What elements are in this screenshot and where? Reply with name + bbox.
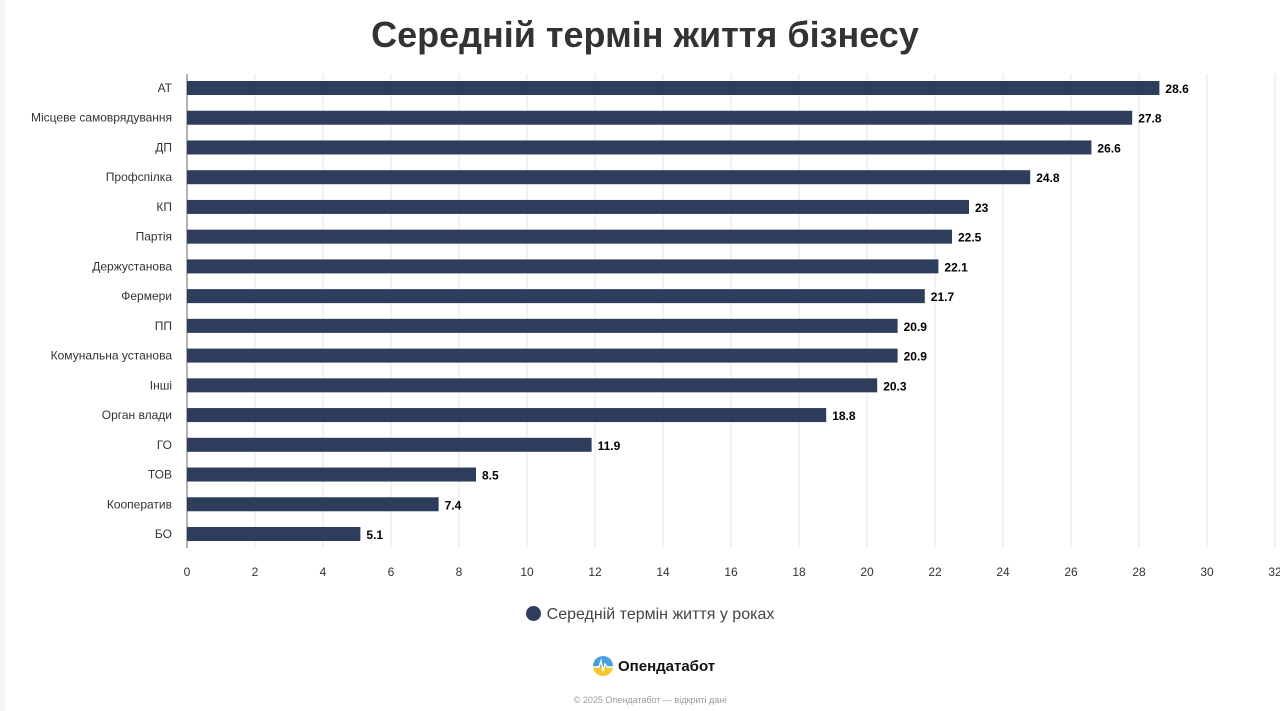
opendatabot-logo-icon: [593, 656, 613, 676]
bar: [187, 259, 939, 274]
x-tick-label: 0: [184, 565, 191, 579]
data-label: 8.5: [482, 469, 499, 483]
data-label: 26.6: [1097, 141, 1121, 155]
y-tick-label: ПП: [155, 319, 172, 333]
x-tick-label: 20: [860, 565, 874, 579]
data-label: 22.5: [958, 231, 982, 245]
y-tick-label: ГО: [157, 438, 172, 452]
bar: [187, 199, 969, 214]
footer-copyright: © 2025 Опендатабот — відкриті дані: [573, 695, 727, 705]
bar: [187, 81, 1160, 95]
data-label: 20.9: [904, 320, 928, 334]
bar: [187, 289, 925, 304]
y-tick-label: Інші: [150, 378, 172, 392]
data-label: 27.8: [1138, 112, 1162, 126]
bar: [187, 229, 952, 244]
y-tick-label: АТ: [158, 81, 173, 95]
data-label: 5.1: [366, 528, 383, 542]
bar: [187, 348, 898, 363]
x-tick-label: 8: [456, 565, 463, 579]
data-label: 20.3: [883, 379, 907, 393]
data-label: 24.8: [1036, 171, 1060, 185]
y-tick-label: Орган влади: [102, 408, 172, 422]
data-label: 11.9: [598, 439, 621, 453]
data-label: 21.7: [931, 290, 955, 304]
legend-label: Середній термін життя у роках: [546, 606, 775, 623]
chart-title: Середній термін життя бізнесу: [371, 14, 919, 55]
x-tick-label: 2: [252, 565, 259, 579]
bar: [187, 408, 827, 423]
x-tick-label: 32: [1268, 565, 1280, 579]
y-tick-label: БО: [155, 527, 172, 541]
x-tick-label: 4: [320, 565, 327, 579]
x-tick-label: 12: [588, 565, 602, 579]
bar-chart: 02468101214161820222426283032АТ28.6Місце…: [31, 74, 1280, 579]
bar: [187, 110, 1133, 125]
y-tick-label: Комунальна установа: [51, 349, 173, 363]
y-tick-label: Партія: [136, 230, 172, 244]
bar: [187, 378, 878, 393]
data-label: 22.1: [944, 260, 968, 274]
bar: [187, 318, 898, 333]
data-label: 20.9: [904, 350, 928, 364]
y-tick-label: КП: [156, 200, 172, 214]
y-tick-label: Кооператив: [107, 497, 172, 511]
bar: [187, 437, 592, 452]
logo-text: Опендатабот: [618, 657, 716, 675]
legend-marker: [525, 606, 541, 621]
bar: [187, 497, 439, 512]
x-tick-label: 18: [792, 565, 806, 579]
x-tick-label: 26: [1064, 565, 1078, 579]
x-tick-label: 24: [996, 565, 1010, 579]
legend[interactable]: Середній термін життя у роках: [5, 606, 1280, 624]
y-tick-label: Держустанова: [92, 259, 172, 273]
x-tick-label: 16: [724, 565, 738, 579]
data-label: 28.6: [1165, 82, 1189, 96]
y-tick-label: Місцеве самоврядування: [31, 111, 172, 125]
x-tick-label: 28: [1132, 565, 1146, 579]
bar: [187, 527, 361, 541]
y-tick-label: Профспілка: [106, 170, 173, 184]
bar: [187, 170, 1031, 185]
y-tick-label: ДП: [155, 140, 172, 154]
x-tick-label: 30: [1200, 565, 1214, 579]
x-tick-label: 14: [656, 565, 670, 579]
bar: [187, 140, 1092, 155]
x-tick-label: 22: [928, 565, 942, 579]
y-tick-label: ТОВ: [148, 468, 172, 482]
data-label: 7.4: [445, 498, 462, 512]
y-tick-label: Фермери: [121, 289, 172, 303]
data-label: 23: [975, 201, 989, 215]
bar: [187, 467, 476, 482]
data-label: 18.8: [832, 409, 856, 423]
x-tick-label: 10: [520, 565, 534, 579]
x-tick-label: 6: [388, 565, 395, 579]
logo: Опендатабот: [592, 655, 715, 677]
